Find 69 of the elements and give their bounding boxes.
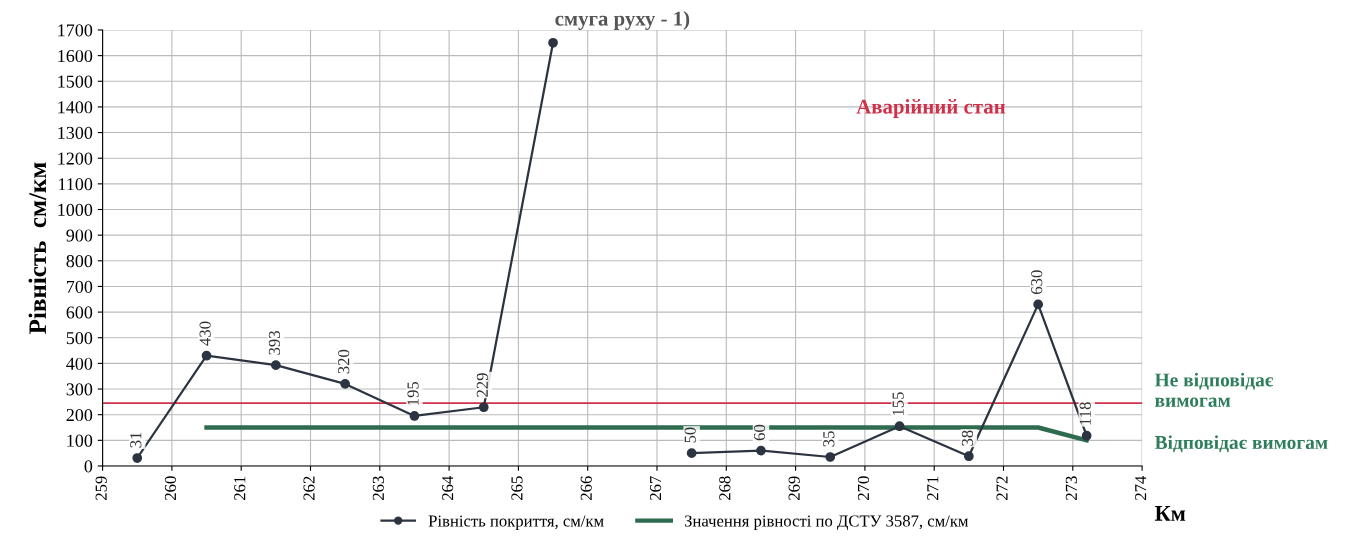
- x-tick-label: 262: [303, 476, 315, 500]
- y-tick-label: 600: [66, 306, 93, 319]
- data-label: 50: [684, 427, 696, 443]
- y-tick-label: 1200: [58, 152, 93, 165]
- y-tick-label: 1600: [58, 49, 93, 63]
- y-tick-label: 200: [66, 408, 93, 422]
- x-axis-title: Км: [1154, 506, 1186, 521]
- y-tick-label: 0: [84, 460, 93, 473]
- x-tick-label: 260: [164, 476, 177, 500]
- point: [756, 445, 766, 456]
- point: [894, 421, 905, 432]
- data-label: 38: [961, 430, 974, 446]
- point: [478, 402, 489, 413]
- y-tick-label: 400: [66, 357, 93, 370]
- point: [825, 452, 836, 462]
- data-label: 430: [199, 321, 211, 346]
- y-tick-label: 100: [67, 434, 93, 447]
- data-label: 35: [823, 431, 835, 447]
- y-tick-label: 800: [66, 255, 93, 268]
- chart-title: смуга руху - 1): [555, 11, 690, 30]
- y-tick-label: 1300: [58, 126, 93, 140]
- x-tick-label: 272: [996, 476, 1008, 500]
- legend-label: Значення рівності по ДСТУ 3587, см/км: [684, 515, 969, 530]
- point: [409, 411, 420, 421]
- point: [686, 448, 697, 459]
- data-label: 155: [892, 392, 904, 416]
- point: [1033, 299, 1044, 310]
- point: [201, 350, 212, 361]
- point: [132, 453, 143, 463]
- x-tick-label: 270: [857, 476, 870, 500]
- data-label: 118: [1079, 402, 1091, 425]
- y-tick-label: 300: [66, 383, 93, 396]
- data-label: 195: [407, 381, 419, 405]
- x-tick-label: 269: [788, 476, 800, 500]
- y-axis-title: Рівність см/км: [28, 162, 47, 334]
- y-tick-label: 1000: [58, 203, 93, 216]
- legend-label: Рівність покриття, см/км: [428, 515, 604, 530]
- data-label: 393: [268, 331, 281, 355]
- x-tick-label: 264: [442, 475, 454, 500]
- x-tick-label: 271: [927, 476, 939, 500]
- x-tick-label: 268: [719, 476, 731, 500]
- y-tick-label: 1700: [58, 24, 93, 37]
- data-label: 60: [753, 424, 766, 441]
- y-tick-label: 900: [66, 229, 93, 242]
- data-label: 31: [130, 432, 142, 448]
- point: [270, 360, 281, 371]
- x-tick-label: 267: [649, 476, 662, 500]
- text: Не відповідає вимогам: [1154, 372, 1273, 407]
- data-label: 320: [338, 349, 350, 374]
- x-tick-label: 266: [580, 476, 592, 500]
- x-tick-label: 274: [1135, 475, 1147, 500]
- point: [548, 37, 558, 48]
- data-label: 229: [476, 373, 488, 397]
- y-tick-label: 1400: [58, 101, 93, 114]
- y-tick-label: 700: [66, 280, 93, 293]
- y-tick-label: 1500: [58, 75, 93, 88]
- point: [340, 379, 351, 389]
- point: [963, 451, 974, 462]
- data-label: 630: [1031, 270, 1043, 294]
- x-tick-label: 261: [234, 476, 246, 500]
- y-tick-label: 500: [66, 332, 93, 345]
- point: [1081, 430, 1092, 441]
- text: Відповідає вимогам: [1154, 435, 1328, 453]
- x-tick-label: 263: [372, 476, 384, 500]
- x-tick-label: 265: [511, 476, 523, 500]
- x-tick-label: 273: [1065, 476, 1077, 500]
- x-tick-label: 259: [95, 476, 107, 500]
- y-tick-label: 1100: [59, 178, 93, 191]
- ref-line-label: Аварійний стан: [856, 99, 1006, 118]
